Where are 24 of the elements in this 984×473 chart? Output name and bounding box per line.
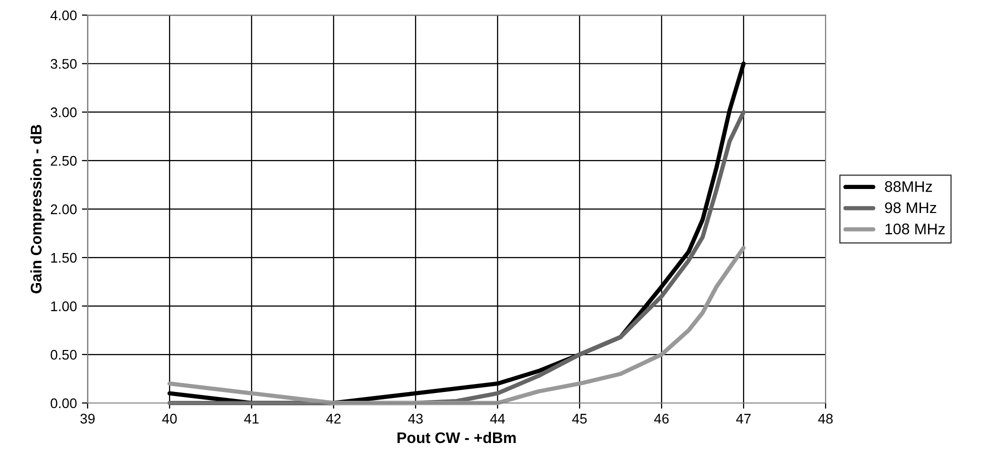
- x-tick-label: 48: [818, 414, 833, 424]
- y-axis-title: Gain Compression - dB: [30, 124, 45, 294]
- y-tick-label: 1.50: [51, 252, 77, 263]
- x-tick-label: 39: [80, 414, 95, 424]
- x-tick-label: 42: [326, 414, 341, 424]
- y-tick-label: 1.00: [51, 301, 77, 312]
- x-tick-label: 46: [654, 414, 669, 424]
- x-tick-label: 44: [490, 414, 505, 424]
- y-tick-label: 0.00: [50, 398, 77, 408]
- y-tick-label: 0.50: [50, 350, 77, 360]
- legend-label: 108 MHz: [886, 224, 945, 234]
- x-tick-label: 41: [244, 414, 259, 424]
- x-axis-title: Pout CW - +dBm: [398, 432, 516, 444]
- x-tick-label: 47: [736, 414, 751, 424]
- x-tick-label: 40: [162, 414, 177, 424]
- y-tick-label: 2.00: [50, 204, 77, 214]
- x-tick-label: 43: [408, 414, 423, 424]
- y-tick-label: 3.00: [50, 107, 77, 118]
- y-tick-label: 3.50: [50, 58, 77, 69]
- legend-label: 98 MHz: [885, 202, 936, 214]
- y-tick-label: 4.00: [50, 10, 77, 20]
- legend-label: 88MHz: [885, 181, 932, 192]
- y-tick-label: 2.50: [50, 156, 77, 166]
- x-tick-label: 45: [572, 414, 587, 424]
